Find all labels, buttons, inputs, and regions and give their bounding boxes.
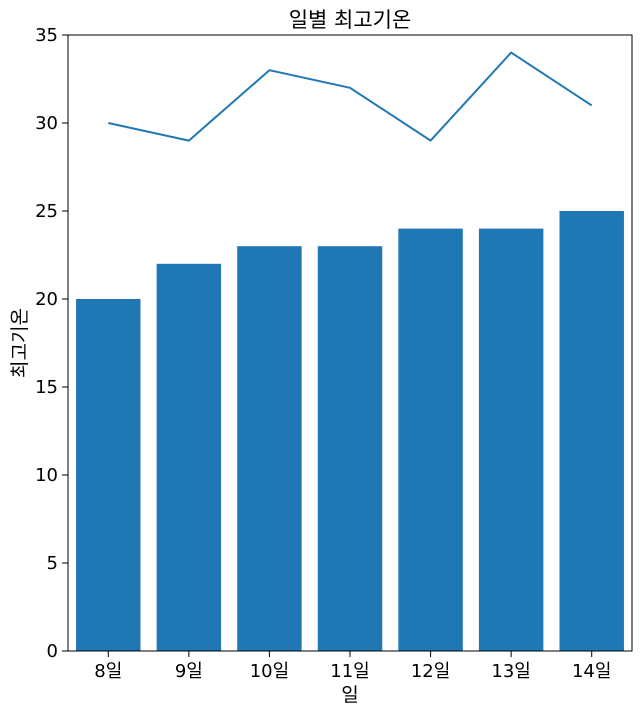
y-tick-label-0: 0 — [47, 641, 58, 662]
y-tick-label-5: 25 — [35, 201, 58, 222]
bar-2 — [237, 246, 302, 651]
y-tick-label-6: 30 — [35, 113, 58, 134]
y-tick-label-3: 15 — [35, 377, 58, 398]
x-tick-label-2: 10일 — [250, 661, 289, 682]
bar-5 — [478, 228, 544, 651]
x-tick-label-4: 12일 — [411, 661, 450, 682]
line-series — [108, 51, 593, 142]
y-axis-label: 최고기온 — [9, 308, 31, 378]
chart-title: 일별 최고기온 — [289, 8, 412, 32]
bar-6 — [559, 211, 624, 651]
x-tick-label-0: 8일 — [94, 661, 122, 682]
y-tick-label-4: 20 — [35, 289, 58, 310]
bar-4 — [398, 228, 463, 651]
plot-area: 0 5 10 15 20 25 30 35 8일 9일 10일 11일 12일 13일 14일 — [35, 25, 633, 682]
x-axis-label: 일 — [341, 684, 358, 706]
y-tick-label-1: 5 — [47, 553, 58, 574]
x-tick-label-3: 11일 — [330, 661, 369, 682]
x-tick-label-5: 13일 — [491, 661, 530, 682]
bar-1 — [156, 263, 222, 651]
x-tick-label-6: 14일 — [572, 661, 611, 682]
bar-3 — [317, 246, 383, 651]
x-tick-label-1: 9일 — [175, 661, 203, 682]
bar-0 — [76, 299, 141, 651]
y-tick-label-2: 10 — [35, 465, 58, 486]
y-tick-label-7: 35 — [35, 25, 58, 46]
